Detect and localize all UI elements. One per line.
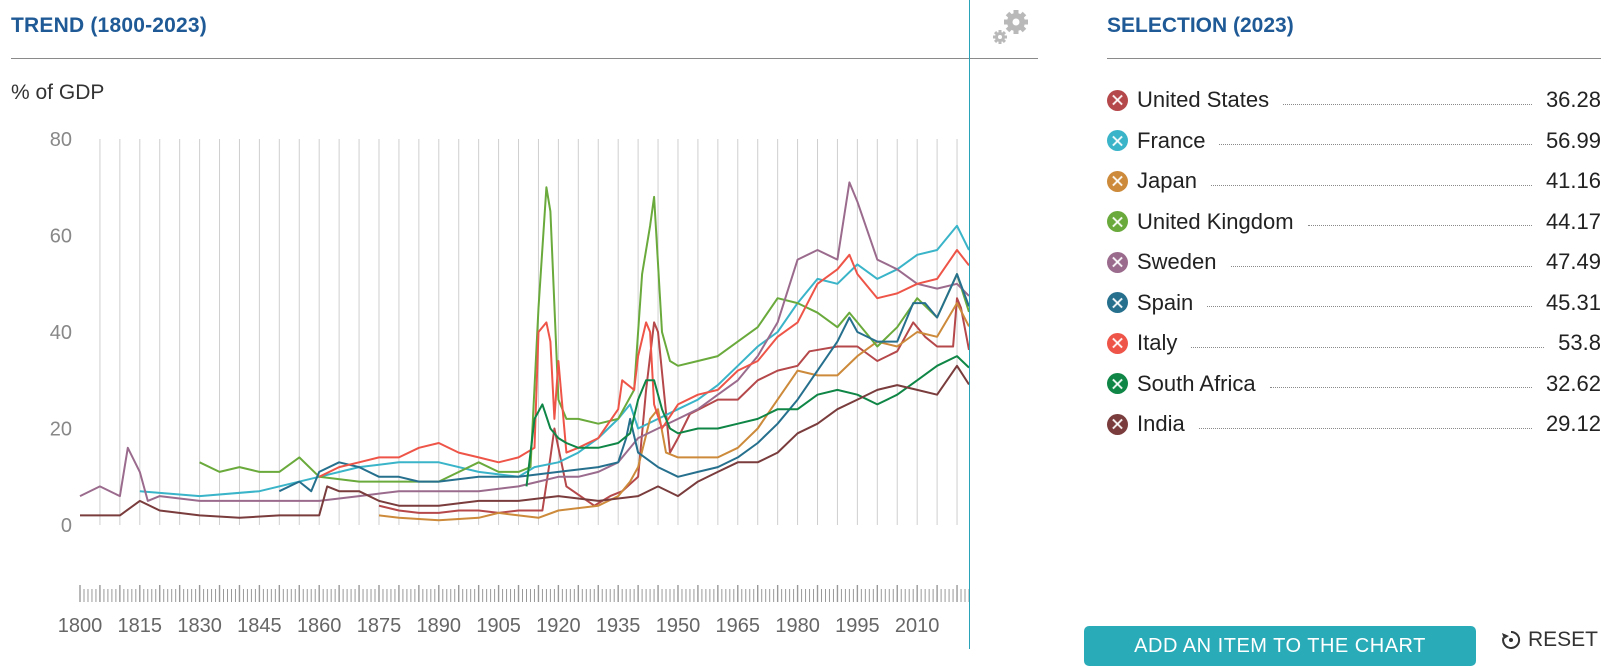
reset-icon [1502,630,1521,649]
x-tick-label: 1890 [417,615,462,637]
remove-item-icon[interactable] [1107,89,1128,111]
dotted-leader [1191,346,1545,348]
x-tick-label: 1875 [357,615,402,637]
selection-item-value: 44.17 [1545,208,1601,234]
add-item-button[interactable]: ADD AN ITEM TO THE CHART [1084,626,1476,666]
dotted-leader [1198,427,1532,429]
selection-item-name: Spain [1137,289,1194,315]
selection-item-name: United States [1137,87,1270,113]
selection-row: United Kingdom 44.17 [1107,202,1601,243]
reset-label: RESET [1528,628,1599,651]
x-tick-label: 1935 [596,615,641,637]
reset-button[interactable]: RESET [1500,628,1598,652]
trend-line-chart[interactable]: 0 20 40 60 80 1800 1815 1830 1845 1860 1875 1890 190… [0,118,980,649]
selection-item-value: 32.62 [1545,370,1601,396]
dotted-leader [1219,144,1532,146]
remove-item-icon[interactable] [1107,211,1128,233]
selection-row: France 56.99 [1107,121,1601,162]
selection-item-value: 36.28 [1545,87,1601,113]
y-axis-unit-label: % of GDP [11,81,105,104]
chart-cursor-line [969,0,970,649]
selection-divider [1107,58,1601,59]
selection-row: Japan 41.16 [1107,161,1601,202]
series-line-sweden [79,181,970,502]
series-line-france [139,224,970,498]
dotted-leader [1230,265,1532,267]
selection-title: SELECTION (2023) [1107,14,1294,37]
selection-row: Sweden 47.49 [1107,242,1601,283]
x-tick-label: 1965 [716,615,761,637]
selection-item-value: 41.16 [1545,168,1601,194]
gears-icon[interactable] [988,6,1032,50]
x-tick-label: 1995 [835,615,880,637]
selection-item-value: 45.31 [1545,289,1601,315]
trend-divider [11,58,1038,59]
selection-item-name: Italy [1137,330,1178,356]
dotted-leader [1307,225,1532,227]
remove-item-icon[interactable] [1107,170,1128,192]
remove-item-icon[interactable] [1107,292,1128,314]
selection-row: India 29.12 [1107,404,1601,445]
selection-item-value: 53.8 [1558,330,1601,356]
remove-item-icon[interactable] [1107,251,1128,273]
x-tick-label: 1845 [237,615,282,637]
x-tick-label: 1950 [656,615,701,637]
y-tick-label: 40 [50,322,72,344]
selection-item-value: 47.49 [1545,249,1601,275]
dotted-leader [1207,306,1532,308]
dotted-leader [1210,184,1532,186]
series-line-united-states [378,297,970,514]
selection-row: United States 36.28 [1107,80,1601,121]
y-tick-label: 0 [61,515,72,537]
remove-item-icon[interactable] [1107,413,1128,435]
series-line-united-kingdom [199,186,970,483]
selection-item-value: 29.12 [1545,411,1601,437]
x-tick-label: 1980 [775,615,820,637]
selection-item-name: France [1137,127,1206,153]
series-line-south-africa [525,355,970,487]
selection-item-name: India [1137,411,1185,437]
remove-item-icon[interactable] [1107,130,1128,152]
selection-item-name: United Kingdom [1137,208,1294,234]
y-tick-label: 60 [50,226,72,248]
dotted-leader [1269,387,1532,389]
trend-title: TREND (1800-2023) [11,14,207,37]
dotted-leader [1283,103,1532,105]
y-tick-label: 20 [50,419,72,441]
selection-row: Italy 53.8 [1107,323,1601,364]
selection-list: United States 36.28 France 56.99 Japan 41.16 U… [1107,80,1601,445]
selection-item-name: Sweden [1137,249,1217,275]
selection-row: South Africa 32.62 [1107,364,1601,405]
x-tick-label: 1860 [297,615,342,637]
selection-item-name: South Africa [1137,370,1256,396]
x-tick-label: 2010 [895,615,940,637]
x-tick-label: 1830 [177,615,222,637]
selection-item-value: 56.99 [1545,127,1601,153]
x-tick-label: 1815 [118,615,163,637]
x-tick-label: 1920 [536,615,581,637]
selection-row: Spain 45.31 [1107,283,1601,324]
selection-item-name: Japan [1137,168,1197,194]
x-tick-label: 1905 [476,615,521,637]
series-line-spain [278,273,970,493]
series-line-italy [318,249,970,478]
series-line-india [80,364,970,519]
x-tick-label: 1800 [58,615,103,637]
y-tick-label: 80 [50,129,72,151]
remove-item-icon[interactable] [1107,332,1128,354]
remove-item-icon[interactable] [1107,373,1128,395]
